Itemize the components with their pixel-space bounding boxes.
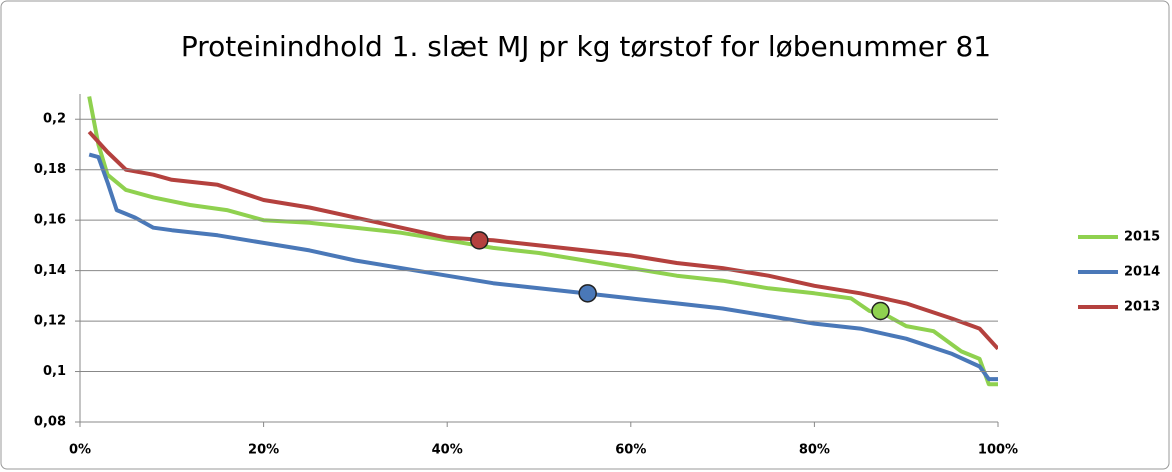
legend-label: 2015 xyxy=(1124,230,1160,245)
highlight-marker xyxy=(470,231,489,250)
legend-label: 2014 xyxy=(1124,265,1160,280)
x-tick-label: 20% xyxy=(248,443,279,458)
y-tick-label: 0,18 xyxy=(34,162,66,177)
x-tick-label: 80% xyxy=(799,443,830,458)
x-tick-label: 100% xyxy=(978,443,1018,458)
series-line xyxy=(87,96,998,387)
series-line xyxy=(88,152,998,382)
series-line xyxy=(87,130,998,351)
y-tick-label: 0,14 xyxy=(34,263,66,278)
y-tick-label: 0,1 xyxy=(43,364,66,379)
chart-title: Proteinindhold 1. slæt MJ pr kg tørstof … xyxy=(181,30,991,63)
y-tick-label: 0,08 xyxy=(34,415,66,430)
legend-label: 2013 xyxy=(1124,300,1160,315)
y-tick-label: 0,2 xyxy=(43,112,66,127)
highlight-marker xyxy=(871,301,890,321)
x-tick-label: 60% xyxy=(615,443,646,458)
x-tick-label: 0% xyxy=(69,443,91,458)
x-tick-label: 40% xyxy=(432,443,463,458)
y-tick-label: 0,16 xyxy=(34,213,66,228)
highlight-marker xyxy=(578,284,597,303)
plot-lines xyxy=(87,96,998,387)
y-tick-label: 0,12 xyxy=(34,314,66,329)
